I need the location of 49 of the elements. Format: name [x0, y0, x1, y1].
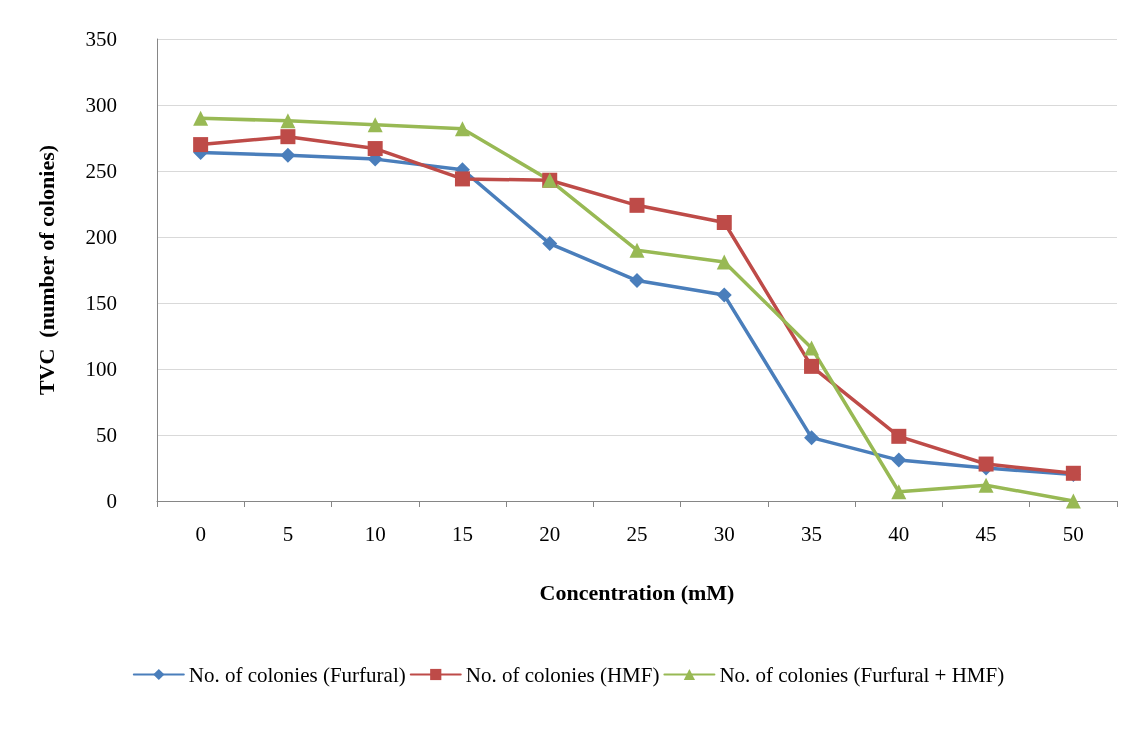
point	[454, 121, 470, 137]
x-axis-title: Concentration (mM)	[539, 579, 735, 605]
point	[629, 242, 645, 258]
point	[367, 117, 383, 133]
x-tick-label: 15	[451, 521, 473, 546]
x-tick-label: 20	[539, 521, 561, 546]
y-tick-label: 150	[85, 291, 117, 315]
y-tick-label: 350	[85, 27, 117, 51]
y-tick-label: 300	[85, 93, 117, 117]
legend-label: No. of colonies (HMF)	[465, 662, 660, 687]
point	[804, 430, 820, 446]
y-tick-label: 250	[85, 159, 117, 183]
point	[978, 456, 994, 472]
point	[804, 358, 820, 374]
y-tick-label: 50	[96, 423, 117, 447]
x-tick-label: 10	[364, 521, 386, 546]
x-tick-label: 50	[1062, 521, 1084, 546]
x-tick-label: 30	[713, 521, 735, 546]
legend-label: No. of colonies (Furfural + HMF)	[719, 662, 1005, 687]
point	[629, 273, 645, 289]
point	[804, 340, 820, 356]
legend-label: No. of colonies (Furfural)	[188, 662, 406, 687]
x-tick-label: 45	[975, 521, 997, 546]
x-tick-label: 25	[626, 521, 648, 546]
point	[1065, 493, 1081, 509]
y-axis-title: TVC (number of colonies)	[33, 144, 59, 396]
point	[193, 137, 209, 153]
point	[542, 236, 558, 252]
point	[280, 147, 296, 163]
x-tick-label: 40	[888, 521, 910, 546]
x-tick-label: 35	[801, 521, 823, 546]
point	[629, 197, 645, 213]
point	[280, 129, 296, 145]
point	[367, 141, 383, 157]
point	[891, 452, 907, 468]
point	[716, 214, 732, 230]
point	[891, 428, 907, 444]
x-tick-label: 5	[282, 521, 294, 546]
point	[716, 254, 732, 270]
point	[280, 113, 296, 129]
point	[716, 287, 732, 303]
point	[978, 477, 994, 493]
x-tick-label: 0	[195, 521, 206, 546]
point	[193, 110, 209, 126]
y-tick-label: 200	[85, 225, 117, 249]
point	[891, 484, 907, 500]
point	[454, 171, 470, 187]
y-tick-label: 0	[106, 489, 117, 513]
y-tick-label: 100	[85, 357, 117, 381]
